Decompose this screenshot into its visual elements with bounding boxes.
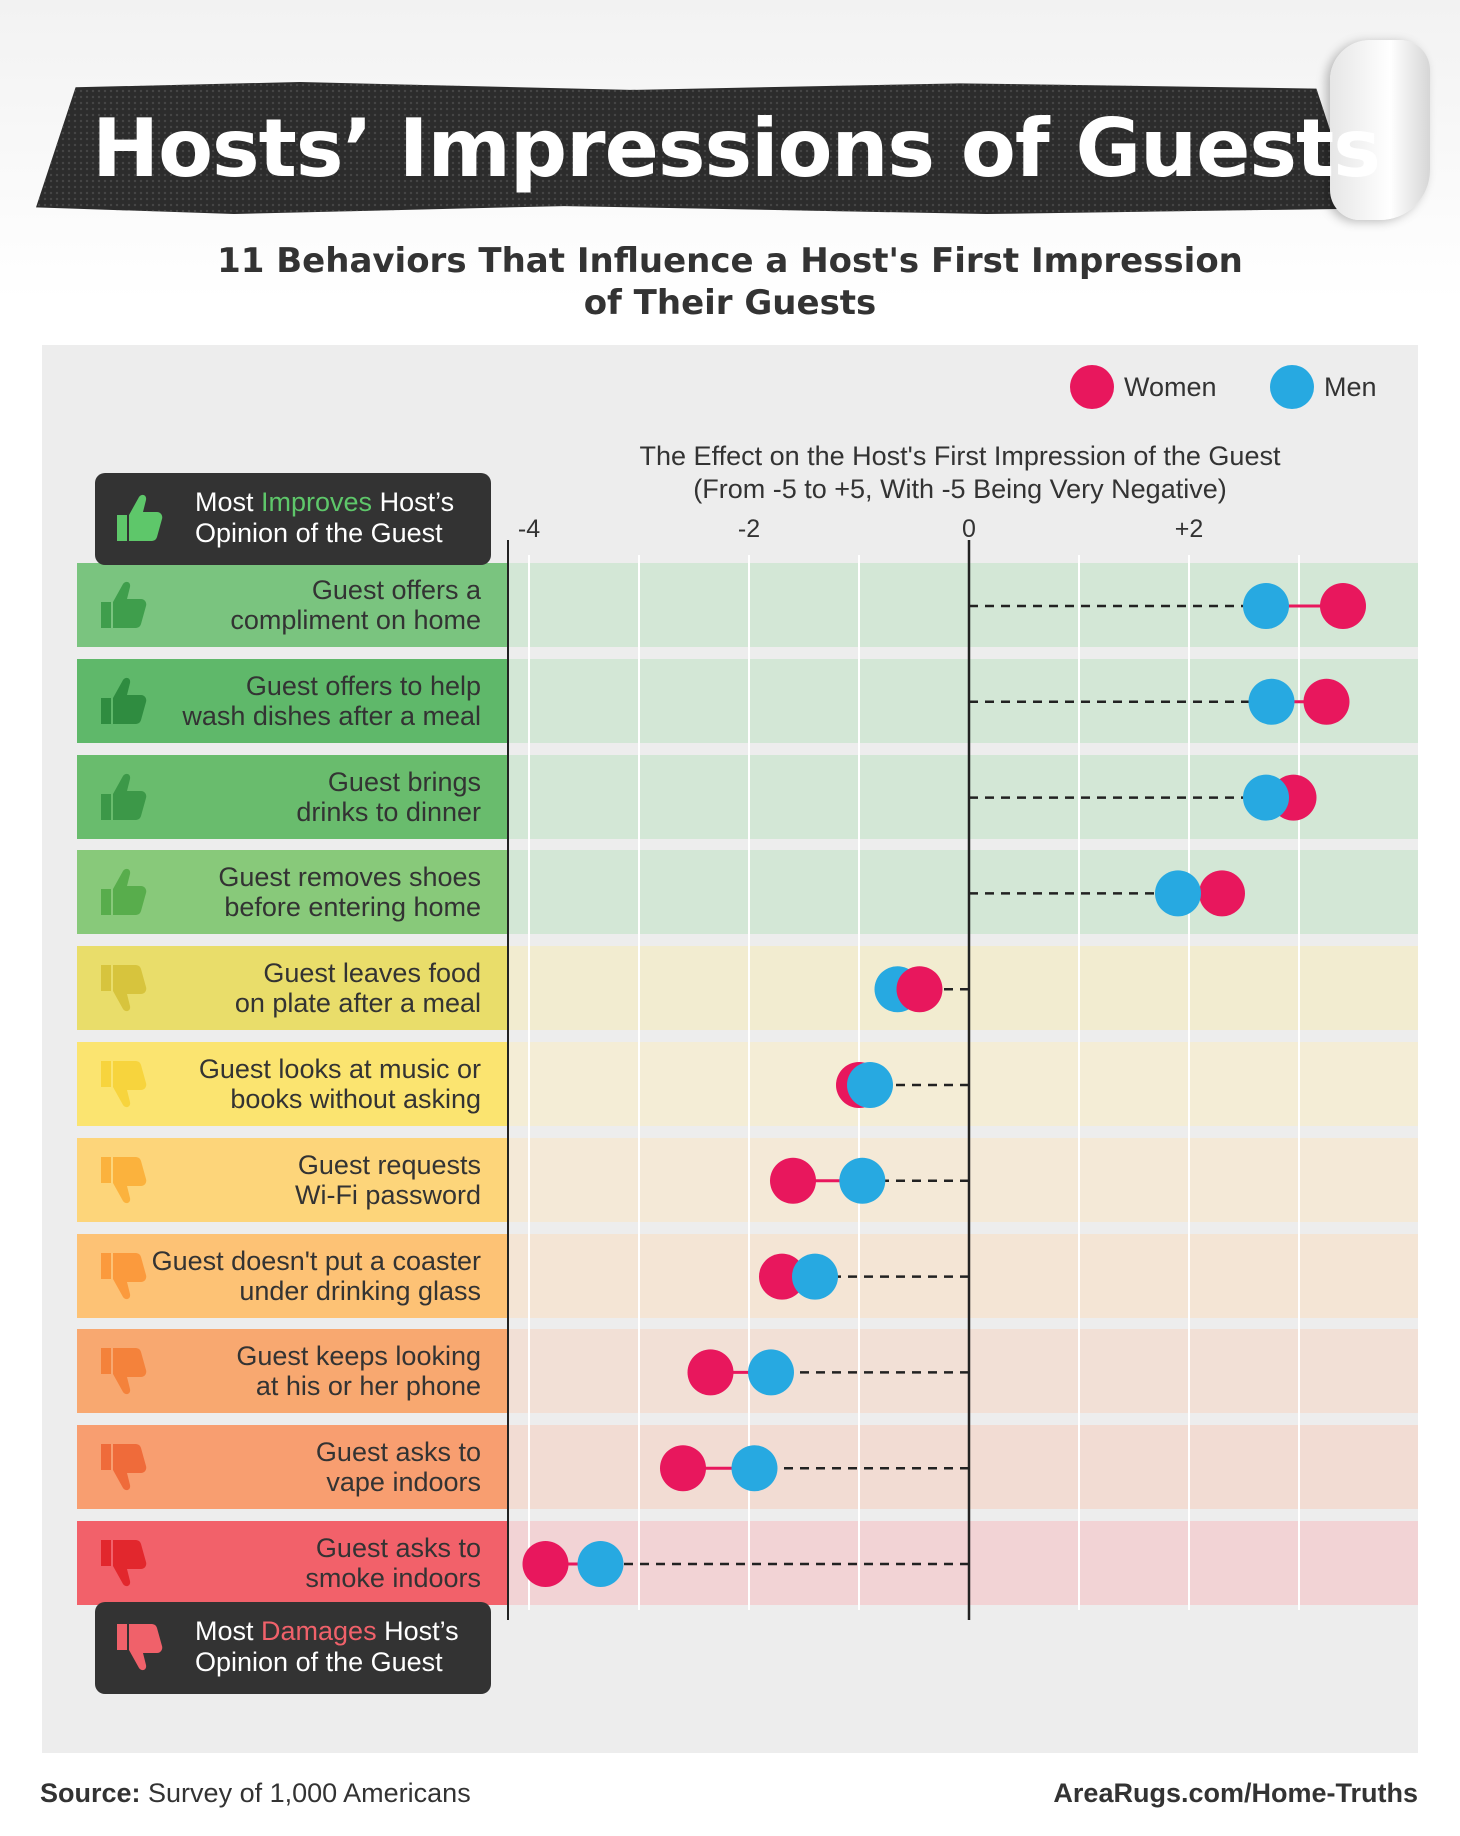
row-label-line-2: smoke indoors <box>305 1563 481 1593</box>
source-text: Survey of 1,000 Americans <box>140 1778 471 1808</box>
men-dot <box>1243 583 1289 629</box>
most-damages-box: Most Damages Host’s Opinion of the Guest <box>95 1602 491 1694</box>
page-subtitle: 11 Behaviors That Influence a Host's Fir… <box>0 240 1460 324</box>
x-tick-label: -2 <box>737 515 761 543</box>
men-dot <box>792 1253 838 1300</box>
subtitle-line-1: 11 Behaviors That Influence a Host's Fir… <box>217 241 1243 281</box>
row-label-line-2: compliment on home <box>230 605 481 635</box>
women-dot <box>660 1445 706 1492</box>
women-dot <box>1199 870 1245 917</box>
row-label-line-1: Guest offers a <box>311 575 481 605</box>
women-dot <box>770 1157 816 1204</box>
most-improves-box: Most Improves Host’s Opinion of the Gues… <box>95 473 491 565</box>
thumbs-down-icon <box>97 1249 147 1303</box>
legend-women-marker <box>1070 365 1114 409</box>
row-label-line-1: Guest keeps looking <box>236 1341 481 1372</box>
men-dot <box>748 1349 794 1396</box>
row-label-line-1: Guest asks to <box>315 1437 481 1468</box>
thumbs-down-icon <box>97 1344 147 1398</box>
most-damages-pre: Most <box>195 1616 262 1646</box>
most-improves-post: Host’s <box>372 487 455 517</box>
subtitle-line-2: of Their Guests <box>583 283 877 323</box>
row-label: Guest brings drinks to dinner <box>77 754 507 839</box>
most-improves-line2: Opinion of the Guest <box>195 518 443 548</box>
men-dot <box>1155 870 1201 917</box>
row-label-line-2: on plate after a meal <box>234 988 481 1019</box>
title-banner <box>36 82 1356 214</box>
women-dot <box>1320 583 1366 629</box>
row-label: Guest requests Wi-Fi password <box>77 1137 507 1222</box>
row-label-line-2: wash dishes after a meal <box>182 700 481 731</box>
legend-men-label: Men <box>1324 372 1377 402</box>
row-label: Guest keeps looking at his or her phone <box>77 1329 507 1414</box>
most-damages-highlight: Damages <box>261 1616 377 1646</box>
row-label: Guest offers to help wash dishes after a … <box>77 658 507 743</box>
row-label: Guest asks to smoke indoors <box>77 1521 507 1605</box>
paper-curl-decoration <box>1330 40 1430 220</box>
row-label: Guest leaves food on plate after a meal <box>77 946 507 1031</box>
most-improves-text: Most Improves Host’s Opinion of the Gues… <box>195 487 485 549</box>
axis-title: The Effect on the Host's First Impressio… <box>560 440 1360 506</box>
row-label-line-2: vape indoors <box>326 1467 481 1498</box>
men-dot <box>731 1445 778 1492</box>
x-tick-label: -4 <box>517 515 541 543</box>
thumbs-up-icon <box>97 578 147 632</box>
men-dot <box>847 1062 893 1108</box>
legend-men-marker <box>1270 365 1314 409</box>
most-damages-post: Host’s <box>376 1616 459 1646</box>
row-label-line-1: Guest doesn't put a coaster <box>151 1245 481 1276</box>
x-tick-label: 0 <box>962 515 976 543</box>
most-damages-line2: Opinion of the Guest <box>195 1647 443 1677</box>
row-label-line-2: Wi-Fi password <box>294 1179 481 1210</box>
women-dot <box>759 1253 805 1300</box>
row-label-line-1: Guest offers to help <box>245 670 481 701</box>
most-damages-text: Most Damages Host’s Opinion of the Guest <box>195 1616 485 1678</box>
row-label: Guest offers a compliment on home <box>77 563 507 647</box>
x-tick-label: +2 <box>1174 515 1204 543</box>
row-label-line-2: under drinking glass <box>239 1275 481 1306</box>
row-label-line-1: Guest leaves food <box>263 958 481 989</box>
row-label-line-2: books without asking <box>230 1084 481 1114</box>
row-label-line-1: Guest brings <box>327 766 481 797</box>
thumbs-down-icon <box>97 1057 147 1111</box>
thumbs-down-icon <box>97 1153 147 1207</box>
row-label-line-2: before entering home <box>224 892 481 923</box>
row-label: Guest doesn't put a coaster under drinkin… <box>77 1233 507 1318</box>
men-dot <box>1243 774 1289 821</box>
thumbs-up-icon <box>97 865 147 919</box>
women-dot <box>1303 678 1350 725</box>
row-label-line-1: Guest removes shoes <box>218 862 481 893</box>
row-label-line-1: Guest asks to <box>315 1533 481 1563</box>
row-label-line-1: Guest looks at music or <box>198 1054 481 1084</box>
women-dot <box>896 966 943 1013</box>
axis-title-line-1: The Effect on the Host's First Impressio… <box>639 441 1281 471</box>
thumbs-up-icon <box>97 674 147 728</box>
men-dot <box>1248 678 1295 725</box>
axis-title-line-2: (From -5 to +5, With -5 Being Very Negat… <box>693 474 1227 504</box>
most-improves-highlight: Improves <box>261 487 373 517</box>
page-title: Hosts’ Impressions of Guests <box>92 102 1381 195</box>
source-label: Source: <box>40 1778 141 1808</box>
women-dot <box>522 1541 569 1587</box>
row-label-line-2: drinks to dinner <box>296 796 481 827</box>
thumbs-down-icon <box>113 1620 163 1674</box>
row-label-line-1: Guest requests <box>297 1149 481 1180</box>
thumbs-up-icon <box>97 770 147 824</box>
most-improves-pre: Most <box>195 487 262 517</box>
source-note: Source: Survey of 1,000 Americans <box>40 1778 471 1809</box>
site-link[interactable]: AreaRugs.com/Home-Truths <box>1053 1778 1418 1808</box>
row-label-line-2: at his or her phone <box>255 1371 481 1402</box>
legend-women-label: Women <box>1124 372 1217 402</box>
thumbs-down-icon <box>97 1440 147 1494</box>
men-dot <box>577 1541 624 1587</box>
men-dot <box>839 1157 886 1204</box>
row-label: Guest asks to vape indoors <box>77 1425 507 1510</box>
thumbs-down-icon <box>97 961 147 1015</box>
row-label: Guest removes shoes before entering home <box>77 850 507 935</box>
thumbs-down-icon <box>97 1536 147 1590</box>
women-dot <box>687 1349 734 1396</box>
thumbs-up-icon <box>113 491 163 545</box>
row-label: Guest looks at music or books without ask… <box>77 1042 507 1126</box>
